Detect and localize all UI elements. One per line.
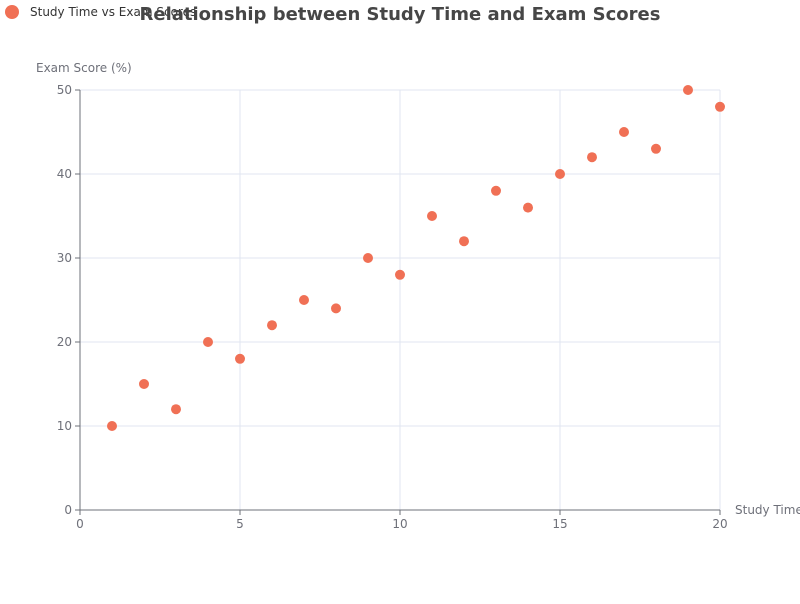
y-tick-label: 50 bbox=[57, 83, 72, 97]
chart-title: Relationship between Study Time and Exam… bbox=[140, 4, 661, 25]
data-point[interactable] bbox=[619, 127, 629, 137]
y-tick-label: 10 bbox=[57, 419, 72, 433]
data-point[interactable] bbox=[363, 253, 373, 263]
x-axis-label: Study Time bbox=[735, 503, 800, 517]
data-point[interactable] bbox=[235, 353, 245, 364]
data-point[interactable] bbox=[107, 421, 117, 431]
data-point[interactable] bbox=[555, 169, 565, 179]
data-point[interactable] bbox=[139, 379, 149, 389]
x-tick-label: 10 bbox=[392, 517, 407, 531]
data-point[interactable] bbox=[651, 143, 661, 154]
data-point[interactable] bbox=[715, 101, 725, 112]
data-point[interactable] bbox=[395, 269, 405, 280]
y-axis-label: Exam Score (%) bbox=[36, 61, 132, 75]
x-tick-label: 15 bbox=[552, 517, 567, 531]
data-point[interactable] bbox=[171, 404, 181, 415]
x-tick-label: 0 bbox=[76, 517, 84, 531]
y-tick-label: 30 bbox=[57, 251, 72, 265]
data-points[interactable] bbox=[107, 85, 725, 431]
x-tick-label: 20 bbox=[712, 517, 727, 531]
legend[interactable]: Study Time vs Exam Scores bbox=[5, 5, 196, 19]
y-tick-label: 20 bbox=[57, 335, 72, 349]
legend-label[interactable]: Study Time vs Exam Scores bbox=[30, 5, 196, 19]
data-point[interactable] bbox=[331, 303, 341, 314]
y-tick-label: 40 bbox=[57, 167, 72, 181]
data-point[interactable] bbox=[523, 202, 533, 213]
data-point[interactable] bbox=[427, 211, 437, 221]
data-point[interactable] bbox=[299, 295, 309, 305]
x-tick-label: 5 bbox=[236, 517, 244, 531]
data-point[interactable] bbox=[491, 185, 501, 196]
data-point[interactable] bbox=[267, 320, 277, 331]
data-point[interactable] bbox=[683, 85, 693, 95]
data-point[interactable] bbox=[203, 337, 213, 347]
grid bbox=[80, 89, 721, 510]
y-tick-label: 0 bbox=[64, 503, 72, 517]
tick-labels: 0 10 20 30 40 50 0 5 10 15 20 bbox=[57, 83, 728, 531]
legend-marker[interactable] bbox=[5, 5, 19, 19]
data-point[interactable] bbox=[459, 236, 469, 247]
data-point[interactable] bbox=[587, 152, 597, 163]
